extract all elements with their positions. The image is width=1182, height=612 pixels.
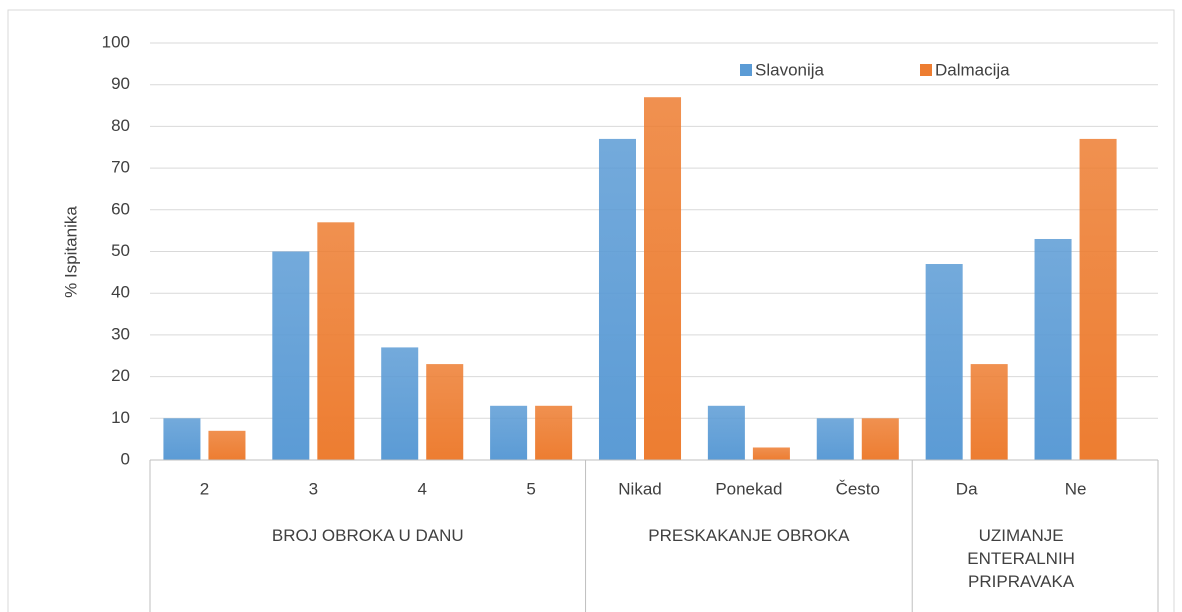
x-tick-label: Ne [1065,479,1087,498]
legend-label: Slavonija [755,60,825,79]
bar [816,418,854,460]
bar [317,222,355,460]
bar [925,264,963,460]
y-tick-label: 10 [111,408,130,427]
y-tick-label: 0 [121,449,130,468]
y-tick-label: 40 [111,283,130,302]
group-label: UZIMANJE ENTERALNIH PRIPRAVAKA [967,526,1075,591]
x-tick-label: 3 [309,479,318,498]
y-tick-label: 20 [111,366,130,385]
y-tick-label: 80 [111,116,130,135]
legend-swatch [920,64,932,76]
y-axis-label: % Ispitanika [61,206,80,298]
bar [644,97,682,461]
chart-border [7,9,1175,612]
bar [490,405,528,460]
x-tick-label: Ponekad [715,479,782,498]
bar [535,405,573,460]
bar [1079,138,1117,460]
bar [163,418,201,460]
group-label: BROJ OBROKA U DANU [271,526,464,545]
x-tick-label: Često [836,479,880,498]
bar [970,364,1008,460]
y-tick-label: 70 [111,158,130,177]
legend-swatch [740,64,752,76]
x-tick-label: 5 [526,479,535,498]
y-tick-label: 100 [102,32,130,51]
y-tick-label: 50 [111,241,130,260]
bar [381,347,419,460]
group-label: PRESKAKANJE OBROKA [648,526,850,545]
x-tick-label: 4 [417,479,426,498]
bar [598,138,636,460]
bar [861,418,899,460]
bar [752,447,790,460]
x-tick-label: Nikad [618,479,661,498]
x-tick-label: 2 [200,479,209,498]
legend-label: Dalmacija [935,60,1010,79]
bar [426,364,464,460]
bar [208,430,246,460]
bar [1034,238,1072,460]
bar [272,251,310,460]
x-tick-label: Da [956,479,978,498]
bar [707,405,745,460]
y-tick-label: 90 [111,74,130,93]
y-tick-label: 60 [111,199,130,218]
y-tick-label: 30 [111,324,130,343]
